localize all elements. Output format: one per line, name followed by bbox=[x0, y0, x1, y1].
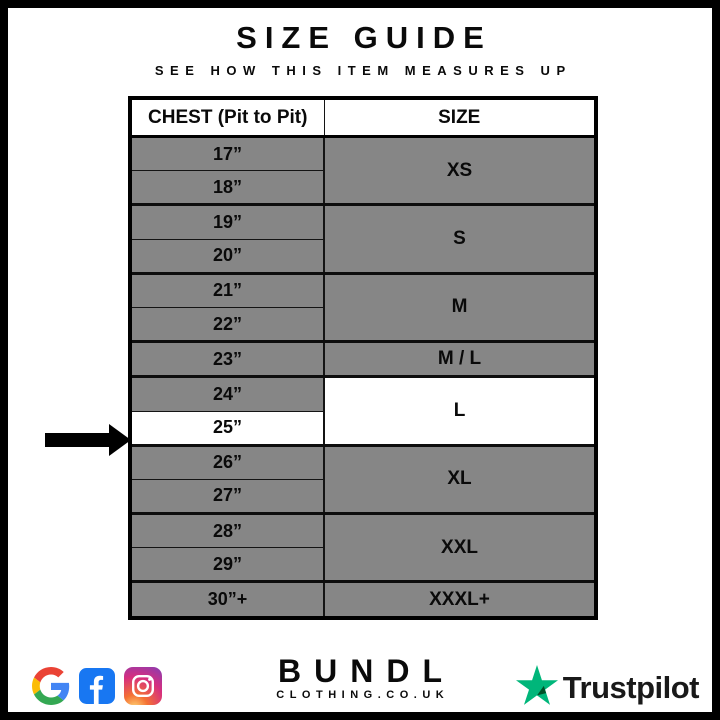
table-row: 17” XS bbox=[129, 135, 597, 206]
table-row: 18” bbox=[129, 170, 596, 206]
chest-cell: 21” bbox=[129, 271, 325, 308]
trustpilot-star-icon bbox=[515, 665, 558, 710]
size-cell: XS bbox=[323, 135, 597, 206]
page-subtitle: SEE HOW THIS ITEM MEASURES UP bbox=[154, 63, 572, 78]
trustpilot-logo[interactable]: Trustpilot bbox=[515, 665, 700, 710]
chest-cell: 30”+ bbox=[129, 580, 325, 619]
chest-cell: 26” bbox=[129, 443, 325, 480]
table-row: 21” M bbox=[129, 271, 597, 343]
table-header-row: CHEST (Pit to Pit) SIZE bbox=[129, 97, 597, 138]
chest-cell: 18” bbox=[129, 170, 325, 206]
social-icons bbox=[32, 667, 162, 705]
brand-logo: BUNDL CLOTHING.CO.UK bbox=[8, 654, 712, 701]
chest-cell: 22” bbox=[129, 306, 325, 343]
facebook-icon[interactable] bbox=[79, 668, 115, 704]
size-cell-highlighted: L bbox=[323, 375, 597, 446]
arrow-shaft bbox=[45, 433, 110, 447]
brand-name: BUNDL bbox=[278, 653, 455, 689]
size-column-header: SIZE bbox=[323, 97, 597, 138]
table-row: 23” M / L bbox=[129, 340, 597, 378]
chest-cell: 24” bbox=[129, 375, 325, 412]
google-icon[interactable] bbox=[32, 667, 70, 705]
size-cell: XXXL+ bbox=[323, 580, 597, 619]
table-row: 27” bbox=[129, 478, 596, 515]
size-cell: XXL bbox=[323, 512, 597, 583]
size-cell: M bbox=[323, 271, 597, 343]
arrow-head bbox=[109, 424, 131, 456]
table-row: 30”+ XXXL+ bbox=[129, 580, 597, 619]
size-guide-table: CHEST (Pit to Pit) SIZE 17” XS 18” 19” S… bbox=[128, 96, 598, 620]
highlight-arrow-icon bbox=[45, 424, 131, 456]
size-cell: XL bbox=[323, 443, 597, 515]
chest-cell: 23” bbox=[129, 340, 325, 378]
table-row: 28” XXL bbox=[129, 512, 597, 583]
size-cell: S bbox=[323, 203, 597, 274]
chest-cell: 20” bbox=[129, 238, 325, 274]
trustpilot-label: Trustpilot bbox=[562, 669, 700, 705]
instagram-icon[interactable] bbox=[124, 667, 162, 705]
chest-cell: 28” bbox=[129, 512, 325, 549]
chest-cell-highlighted: 25” bbox=[129, 410, 325, 446]
table-row: 26” XL bbox=[129, 443, 597, 515]
table-row: 24” L bbox=[129, 375, 597, 446]
table-row: 29” bbox=[129, 547, 596, 583]
chest-cell: 19” bbox=[129, 203, 325, 240]
chest-column-header: CHEST (Pit to Pit) bbox=[129, 97, 325, 138]
table-row: 19” S bbox=[129, 203, 597, 274]
chest-cell: 27” bbox=[129, 478, 325, 515]
brand-subtitle: CLOTHING.CO.UK bbox=[276, 689, 450, 701]
table-row-highlighted: 25” bbox=[129, 410, 596, 446]
page-title: SIZE GUIDE bbox=[236, 20, 492, 55]
size-cell: M / L bbox=[323, 340, 597, 378]
chest-cell: 29” bbox=[129, 547, 325, 583]
chest-cell: 17” bbox=[129, 135, 325, 172]
